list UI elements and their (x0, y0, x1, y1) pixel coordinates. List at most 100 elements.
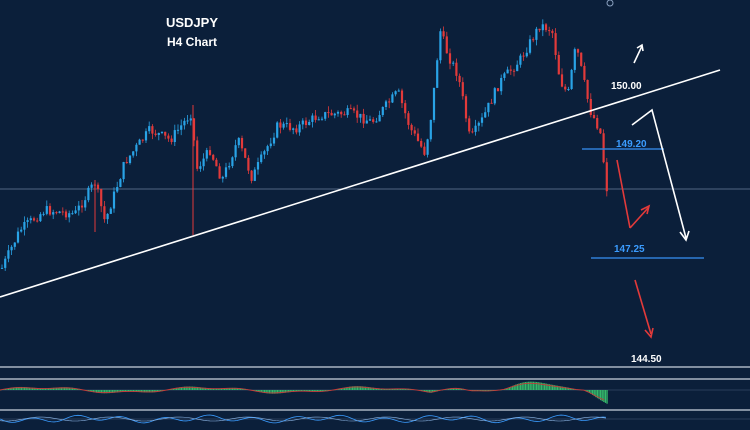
oscillator-bar (593, 390, 595, 397)
oscillator-bar (598, 390, 600, 400)
oscillator-bar (448, 388, 450, 390)
candle-body (570, 69, 573, 89)
candle-body (180, 125, 183, 130)
candle-body (39, 214, 42, 222)
candle-body (346, 108, 349, 115)
candle-body (279, 122, 282, 128)
oscillator-bar (550, 384, 552, 390)
oscillator-bar (172, 388, 175, 390)
oscillator-bar (107, 390, 109, 394)
candle-body (132, 151, 135, 156)
oscillator-bar (105, 390, 107, 394)
candle-body (480, 117, 484, 123)
oscillator-bar (264, 390, 266, 394)
oscillator-bar (553, 385, 555, 390)
candle-body (372, 119, 375, 122)
oscillator-bar (358, 386, 360, 390)
oscillator-bar (563, 386, 565, 390)
candle-body (160, 131, 164, 133)
oscillator-bar (225, 388, 227, 390)
candle-body (528, 39, 532, 53)
oscillator-bar (145, 390, 147, 393)
oscillator-bar (11, 387, 13, 390)
candle-body (215, 159, 218, 167)
oscillator-bar (267, 390, 269, 394)
oscillator-bar (281, 390, 283, 394)
oscillator-bar (6, 388, 8, 390)
candle-body (503, 73, 506, 78)
oscillator-bar (185, 386, 187, 390)
candle-body (413, 130, 416, 134)
oscillator-bar (110, 390, 112, 394)
oscillator-bar (353, 386, 355, 390)
oscillator-bar (214, 388, 216, 390)
oscillator-bar (212, 388, 215, 390)
oscillator-bar (449, 388, 451, 390)
candle-body (352, 108, 356, 111)
oscillator-bar (312, 390, 314, 392)
oscillator-bar (555, 385, 557, 390)
candle-body (404, 103, 407, 114)
candle-body (378, 115, 381, 122)
oscillator-bar (587, 390, 589, 392)
candle-body (122, 162, 125, 180)
oscillator-bar (9, 387, 11, 390)
oscillator-bar (227, 387, 229, 390)
oscillator-bar (56, 387, 58, 390)
oscillator-bar (516, 383, 519, 390)
candle-body (343, 114, 346, 116)
oscillator-bar (188, 386, 191, 390)
oscillator-bar (600, 390, 602, 401)
oscillator-bar (68, 387, 71, 390)
oscillator-bar (20, 386, 23, 390)
oscillator-bar (16, 387, 18, 390)
oscillator-bar (25, 387, 27, 390)
candle-body (362, 113, 365, 124)
oscillator-bar (307, 390, 309, 392)
oscillator-bar (270, 390, 272, 394)
oscillator-bar (350, 386, 352, 390)
oscillator-bar (100, 390, 103, 394)
oscillator-bar (44, 388, 47, 390)
candle-body (186, 120, 189, 122)
oscillator-bar (262, 390, 264, 393)
oscillator-bar (268, 390, 271, 394)
candle-body (506, 69, 509, 74)
oscillator-bar (97, 390, 99, 393)
oscillator-bar (240, 388, 242, 390)
candle-body (42, 213, 45, 215)
candle-body (592, 115, 596, 119)
candle-body (388, 101, 391, 103)
candle-body (474, 125, 477, 132)
candle-body (151, 126, 154, 134)
settings-gear-icon[interactable] (606, 0, 614, 7)
oscillator-bar (432, 390, 434, 393)
candle-body (221, 176, 224, 179)
candle-body (304, 120, 308, 126)
candle-body (365, 120, 368, 124)
candle-body (247, 157, 250, 171)
oscillator-bar (206, 387, 208, 390)
oscillator-bar (228, 387, 231, 390)
candle-body (564, 86, 567, 90)
candle-body (116, 187, 119, 192)
oscillator-bar (238, 388, 240, 390)
candle-body (7, 250, 10, 259)
candle-body (394, 91, 397, 95)
oscillator-bar (364, 386, 367, 390)
candle-body (586, 79, 589, 99)
oscillator-bar (236, 387, 239, 390)
oscillator-bar (155, 390, 157, 393)
oscillator-bar (91, 390, 93, 392)
oscillator-bar (528, 381, 530, 390)
candle-body (288, 123, 292, 130)
oscillator-bar (232, 387, 234, 390)
oscillator-bar (316, 390, 319, 392)
oscillator-bar (518, 383, 520, 390)
oscillator-bar (601, 390, 603, 402)
oscillator-bar (451, 388, 453, 390)
candle-body (298, 124, 301, 133)
candle-body (452, 62, 455, 64)
